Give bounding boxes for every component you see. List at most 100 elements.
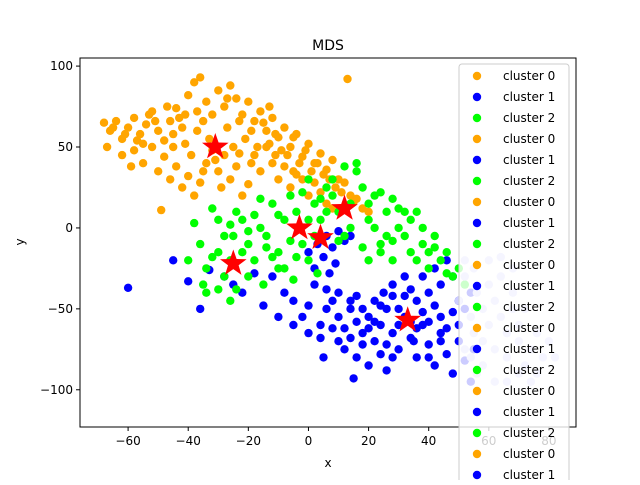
point-s0-6 — [135, 129, 145, 139]
points-layer — [99, 73, 560, 386]
point-s0-61 — [232, 162, 241, 171]
point-s0-22 — [232, 94, 241, 103]
point-s2-84 — [364, 199, 373, 208]
point-s1-107 — [436, 337, 445, 346]
point-s0-33 — [298, 152, 307, 161]
legend-label-0: cluster 0 — [503, 69, 555, 83]
point-s1-47 — [394, 304, 403, 314]
point-s1-70 — [319, 353, 328, 362]
point-s1-18 — [322, 304, 331, 314]
point-s0-28 — [268, 113, 277, 123]
legend-marker-3 — [472, 134, 482, 144]
point-s2-7 — [238, 215, 247, 224]
point-s2-4 — [220, 231, 229, 241]
point-s2-40 — [436, 256, 445, 265]
legend-marker-18 — [472, 449, 482, 459]
point-s0-9 — [154, 126, 163, 135]
point-s2-72 — [418, 223, 427, 233]
point-s1-103 — [400, 272, 409, 281]
point-s0-106 — [157, 205, 166, 215]
point-s1-38 — [442, 350, 451, 359]
point-s0-68 — [274, 175, 283, 184]
point-s2-66 — [346, 223, 355, 233]
point-s2-15 — [286, 191, 295, 200]
point-s0-49 — [160, 152, 169, 161]
legend-marker-0 — [472, 71, 482, 81]
point-s0-10 — [160, 136, 169, 145]
legend-marker-2 — [472, 113, 482, 123]
point-s0-60 — [226, 175, 235, 184]
centroid-star-5 — [394, 306, 421, 332]
point-s0-119 — [265, 102, 274, 111]
point-s2-94 — [376, 248, 385, 257]
point-s1-65 — [364, 361, 373, 370]
point-s2-95 — [388, 236, 397, 246]
point-s0-64 — [250, 150, 259, 160]
point-s0-19 — [214, 86, 223, 95]
point-s0-79 — [163, 102, 172, 111]
point-s1-75 — [358, 304, 367, 314]
point-s0-123 — [271, 150, 280, 160]
point-s1-29 — [388, 328, 397, 338]
point-s1-96 — [331, 259, 340, 268]
point-s0-65 — [256, 167, 265, 176]
point-s0-121 — [235, 116, 244, 126]
point-s0-51 — [172, 162, 181, 171]
y-tick-label-3: 50 — [58, 140, 73, 154]
legend-box — [458, 63, 570, 485]
legend-marker-12 — [472, 323, 482, 333]
point-s2-58 — [238, 248, 247, 257]
point-s0-90 — [108, 123, 118, 132]
point-s2-47 — [190, 218, 199, 228]
point-s1-72 — [289, 320, 298, 330]
point-s2-22 — [328, 191, 337, 200]
point-s2-32 — [388, 256, 397, 265]
point-s1-51 — [418, 272, 427, 281]
point-s1-90 — [304, 248, 313, 257]
point-s0-82 — [205, 134, 214, 144]
point-s2-99 — [304, 215, 313, 224]
point-s2-16 — [292, 207, 301, 216]
point-s2-96 — [244, 227, 253, 236]
point-s0-78 — [144, 110, 154, 119]
point-s0-70 — [286, 183, 295, 192]
point-s0-46 — [138, 159, 148, 168]
point-s1-98 — [334, 227, 343, 236]
point-s0-2 — [111, 116, 121, 126]
point-s1-0 — [123, 283, 133, 292]
point-s0-62 — [238, 191, 247, 200]
point-s1-69 — [349, 374, 358, 383]
point-s0-109 — [235, 149, 244, 158]
point-s1-2 — [184, 277, 193, 286]
point-s1-15 — [304, 301, 313, 310]
point-s2-34 — [400, 231, 409, 241]
point-s2-19 — [310, 199, 319, 208]
legend-marker-13 — [472, 344, 482, 354]
legend-label-10: cluster 1 — [503, 279, 555, 293]
point-s1-108 — [424, 353, 433, 362]
point-s2-30 — [376, 239, 385, 249]
point-s1-19 — [328, 296, 337, 305]
point-s1-16 — [310, 280, 319, 289]
point-s1-79 — [436, 312, 445, 322]
point-s2-91 — [274, 210, 283, 220]
point-s1-39 — [448, 369, 457, 378]
point-s0-92 — [151, 116, 160, 126]
point-s2-26 — [352, 167, 361, 176]
point-s1-22 — [346, 304, 355, 314]
point-s0-26 — [256, 107, 265, 116]
legend-label-17: cluster 2 — [503, 426, 555, 440]
point-s2-35 — [406, 248, 415, 257]
point-s0-55 — [196, 178, 205, 187]
point-s0-54 — [190, 191, 199, 200]
point-s2-0 — [184, 256, 193, 265]
point-s0-83 — [223, 123, 232, 132]
point-s1-45 — [379, 288, 388, 297]
point-s1-76 — [370, 317, 379, 326]
point-s1-80 — [442, 324, 451, 333]
point-s1-87 — [334, 288, 343, 297]
point-s0-25 — [250, 116, 259, 126]
point-s1-74 — [328, 324, 337, 333]
legend-label-8: cluster 2 — [503, 237, 555, 251]
point-s2-52 — [259, 280, 268, 289]
